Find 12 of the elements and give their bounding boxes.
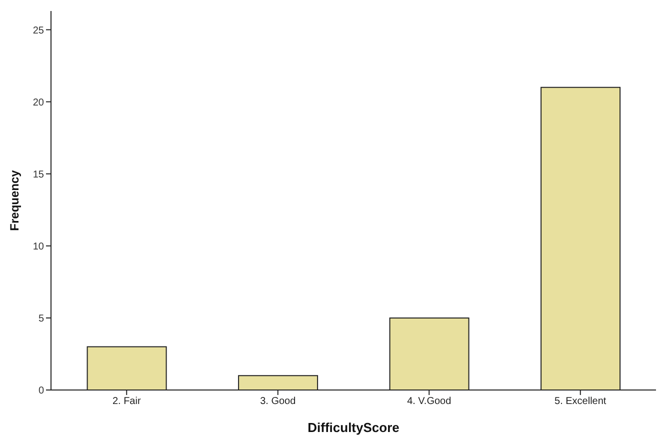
y-tick-label: 25	[32, 25, 44, 36]
x-tick-label: 2. Fair	[112, 396, 142, 408]
y-tick-label: 10	[32, 241, 44, 252]
x-tick-label: 3. Good	[260, 396, 296, 408]
y-tick-label: 15	[32, 169, 44, 180]
y-tick-label: 0	[38, 386, 44, 397]
y-tick-label: 20	[32, 97, 44, 108]
x-tick-label: 5. Excellent	[554, 396, 606, 408]
x-tick-label: 4. V.Good	[407, 396, 452, 408]
y-axis-title: Frequency	[7, 170, 22, 231]
y-tick-label: 5	[38, 313, 44, 324]
x-axis-title: DifficultyScore	[308, 420, 400, 435]
